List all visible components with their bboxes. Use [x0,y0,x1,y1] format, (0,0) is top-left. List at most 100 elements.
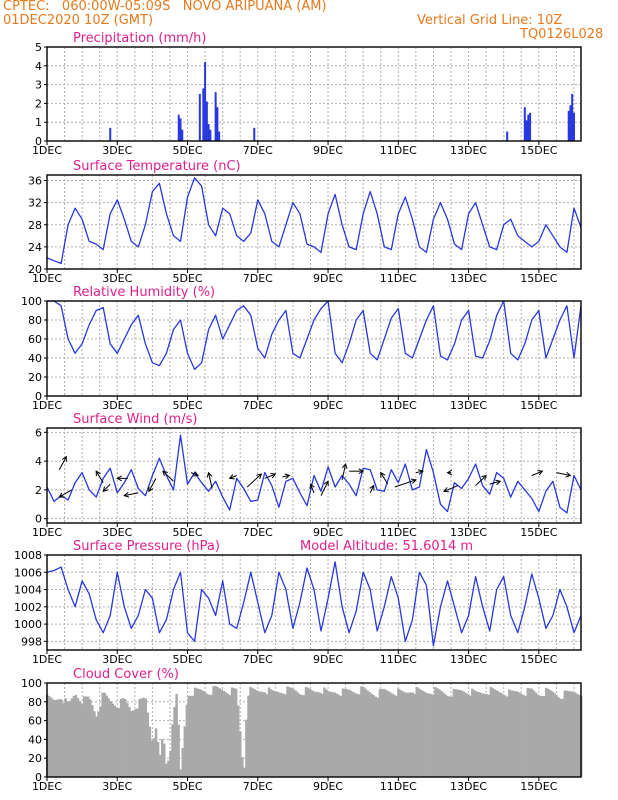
panel-temp: 20 24 28 32 36 1DEC 3DEC 5DEC 7DEC 9DEC 11DEC 13DEC… [28,159,582,285]
cloud-bar [495,690,499,777]
x-tick-label: 11DEC [380,144,417,157]
cloud-bar [573,692,577,777]
wind-arrow-head [206,471,213,478]
plot-frame [46,300,582,397]
cloud-bar [234,688,238,777]
precip-bar [253,127,256,141]
cloud-bar [111,703,115,777]
cloud-bar [195,688,199,777]
cloud-bar [409,692,412,777]
wind-arrow [310,483,315,493]
wind-arrow [415,470,424,474]
cloud-bar [74,694,78,777]
wind-arrow-head [417,469,424,475]
cloud-bar [251,687,254,777]
cloud-bar [87,696,90,777]
wind-arrow [102,483,111,492]
cloud-bar [501,694,505,777]
x-tick-label: 3DEC [102,144,132,157]
cloud-bar [327,691,330,777]
y-tick-label: 100 [21,295,42,308]
cloud-bar [294,690,297,777]
cloud-bar [339,695,343,777]
cloud-bar [265,694,269,777]
plot-frame [46,427,582,524]
cloud-bar [508,689,511,777]
wind-arrow [162,470,174,482]
x-tick-label: 3DEC [102,526,132,539]
cloud-bar [62,703,65,777]
y-tick-label: 1002 [14,601,42,614]
cloud-bar [132,710,135,777]
cloud-bar [325,689,328,777]
x-tick-label: 5DEC [172,399,202,412]
cloud-bar [444,694,447,777]
cloud-bar [156,742,160,777]
panel-cloud: 0 20 40 60 80 100 1DEC 3DEC 5DEC 7DEC 9DEC 11DEC 13D… [21,667,583,793]
x-tick-label: 9DEC [313,526,343,539]
cloud-bar [360,686,363,777]
x-tick-label: 5DEC [172,780,202,793]
cloud-bar [561,698,564,777]
wind-arrow-head [193,471,200,477]
x-tick-label: 1DEC [32,526,62,539]
y-tick-label: 28 [28,219,42,232]
x-tick-label: 3DEC [102,272,132,285]
cloud-bar [540,695,544,777]
temp-line [46,177,582,265]
cloud-bar [136,708,139,777]
cloud-bar [214,685,217,777]
cloud-bar [276,691,279,777]
x-tick-label: 13DEC [450,399,487,412]
panel-title: Surface Pressure (hPa) [73,539,220,554]
header-line2: 01DEC2020 10Z (GMT) [3,13,154,28]
wind-arrow [531,470,543,476]
cloud-bar [109,701,113,777]
cloud-bar [97,711,100,777]
y-tick-label: 0 [35,771,42,784]
cloud-bar [569,691,573,777]
x-tick-label: 7DEC [243,526,273,539]
cloud-bar [165,763,168,777]
cloud-bar [514,691,517,777]
precip-bar [204,62,207,141]
wind-arrow-head [102,486,109,493]
x-tick-label: 15DEC [520,399,557,412]
wind-arrow [556,472,571,476]
cloud-bar [263,692,267,777]
cloud-bar [56,699,59,777]
cloud-bar [232,688,236,777]
cloud-bar [113,705,117,777]
precip-bar [216,107,219,141]
cloud-bar [503,695,507,777]
cloud-bar [401,691,404,777]
cloud-bar [442,692,445,777]
precip-bar [218,131,221,141]
cloud-bar [119,698,123,777]
precip-bar [525,120,528,141]
cloud-bar [126,703,129,777]
x-tick-label: 15DEC [520,526,557,539]
cloud-bar [524,695,527,777]
cloud-bar [452,688,456,777]
wind-arrow [264,473,276,479]
x-tick-label: 13DEC [450,272,487,285]
cloud-bar [267,687,271,777]
cloud-bar [105,695,108,777]
cloud-bar [345,689,349,777]
cloud-bar [138,699,141,777]
wind-arrow-head [116,475,122,482]
precip-bar [202,88,205,141]
cloud-bar [257,691,260,777]
cloud-bar [557,697,560,777]
precip-bar [523,107,526,141]
cloud-bar [58,699,61,777]
y-tick-label: 2 [35,97,42,110]
cloud-bar [208,694,211,777]
cloud-bar [193,687,197,777]
x-tick-label: 11DEC [380,653,417,666]
cloud-bar [368,692,371,777]
cloud-bar [218,688,221,777]
cloud-bar [485,694,488,777]
y-tick-label: 4 [35,455,42,468]
